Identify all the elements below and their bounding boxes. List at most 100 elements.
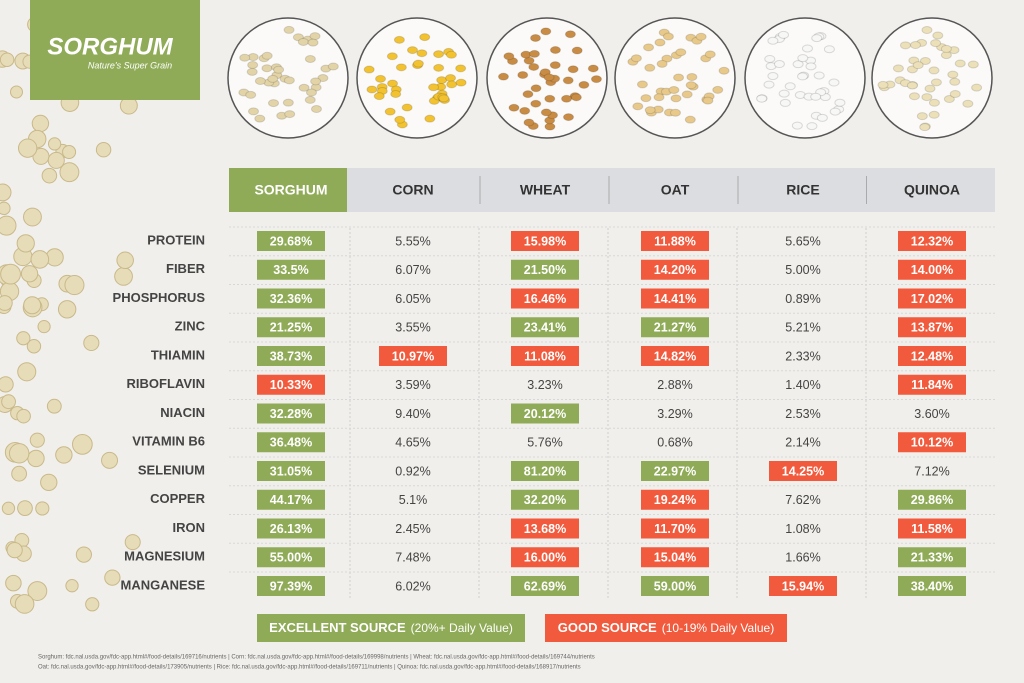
grain bbox=[46, 398, 62, 414]
cell-value: 5.00% bbox=[785, 263, 820, 277]
grain-kernel bbox=[390, 90, 402, 99]
grain-kernel bbox=[928, 110, 940, 119]
cell-value: 0.89% bbox=[785, 292, 820, 306]
cell-highlight bbox=[641, 576, 709, 596]
cell-highlight bbox=[898, 576, 966, 596]
grain bbox=[0, 215, 17, 236]
cell-highlight bbox=[511, 288, 579, 309]
grain bbox=[20, 265, 39, 283]
grain-kernel bbox=[797, 72, 809, 81]
grain-kernel bbox=[455, 78, 467, 87]
logo-tagline: Nature's Super Grain bbox=[88, 60, 172, 70]
grain-kernel bbox=[563, 113, 575, 122]
grain-kernel bbox=[949, 77, 961, 86]
cell-value: 81.20% bbox=[524, 464, 566, 478]
grain-kernel bbox=[261, 51, 273, 60]
cell-highlight bbox=[641, 461, 709, 481]
legend-swatch bbox=[257, 614, 525, 642]
grain-kernel bbox=[718, 66, 730, 75]
grain-kernel bbox=[644, 106, 656, 115]
grain-kernel bbox=[578, 80, 590, 89]
grain-kernel bbox=[433, 50, 445, 59]
grain-kernel bbox=[823, 45, 835, 54]
grain bbox=[5, 574, 22, 592]
grain-kernel bbox=[670, 94, 682, 103]
grain-kernel bbox=[928, 98, 940, 107]
grain bbox=[27, 581, 48, 601]
grain bbox=[8, 443, 30, 464]
cell-highlight bbox=[898, 346, 966, 366]
header-highlight bbox=[229, 168, 347, 212]
grain-kernel bbox=[543, 73, 555, 82]
grain bbox=[9, 85, 23, 99]
cell-value: 2.53% bbox=[785, 407, 820, 421]
cell-highlight bbox=[769, 461, 837, 481]
grain-kernel bbox=[928, 66, 940, 75]
cell-value: 20.12% bbox=[524, 407, 566, 421]
grain bbox=[30, 250, 50, 269]
grain bbox=[31, 114, 50, 133]
cell-value: 11.58% bbox=[911, 522, 953, 536]
cell-value: 19.24% bbox=[654, 493, 696, 507]
legend-label: GOOD SOURCE bbox=[558, 620, 657, 635]
grain-kernel bbox=[669, 108, 681, 117]
cell-value: 11.84% bbox=[911, 378, 953, 392]
row-label: MAGNESIUM bbox=[124, 549, 205, 564]
row-label: SELENIUM bbox=[138, 462, 205, 477]
grain-kernel bbox=[363, 65, 375, 74]
grain bbox=[59, 162, 80, 183]
cell-value: 10.12% bbox=[911, 436, 953, 450]
grain-kernel bbox=[416, 49, 428, 58]
grain-kernel bbox=[297, 37, 309, 46]
grain bbox=[95, 141, 112, 158]
grain-kernel bbox=[571, 46, 583, 55]
grain-kernel bbox=[428, 83, 440, 92]
cell-value: 29.86% bbox=[911, 493, 953, 507]
grain-kernel bbox=[309, 32, 321, 41]
cell-value: 2.33% bbox=[785, 349, 820, 363]
grain-kernel bbox=[916, 112, 928, 121]
cell-value: 15.04% bbox=[654, 551, 696, 565]
grain-kernel bbox=[791, 121, 803, 130]
cell-highlight bbox=[898, 317, 966, 338]
grain-kernel bbox=[892, 64, 904, 73]
grain bbox=[0, 201, 11, 216]
legend-item: GOOD SOURCE (10-19% Daily Value) bbox=[558, 620, 774, 635]
source-note: Oat: fdc.nal.usda.gov/fdc-app.html#/food… bbox=[38, 665, 581, 671]
cell-value: 21.25% bbox=[270, 321, 312, 335]
grain-kernel bbox=[528, 49, 540, 58]
cell-highlight bbox=[641, 489, 709, 510]
grain bbox=[47, 151, 65, 169]
grain-kernel bbox=[519, 106, 531, 115]
cell-highlight bbox=[257, 547, 325, 568]
grain-kernel bbox=[438, 94, 450, 103]
cell-value: 10.97% bbox=[392, 349, 434, 363]
cell-highlight bbox=[898, 489, 966, 510]
grain-kernel bbox=[704, 50, 716, 59]
grain-kernel bbox=[779, 98, 791, 107]
grain-kernel bbox=[375, 74, 387, 83]
grain bbox=[0, 263, 21, 285]
grain-kernel bbox=[310, 105, 322, 114]
grain-kernel bbox=[401, 103, 413, 112]
cell-value: 11.88% bbox=[654, 234, 696, 248]
grain bbox=[16, 408, 31, 424]
cell-highlight bbox=[769, 576, 837, 596]
grain-kernel bbox=[406, 46, 418, 55]
grain-kernel bbox=[643, 43, 655, 52]
grain bbox=[55, 446, 73, 464]
cell-value: 5.1% bbox=[399, 493, 428, 507]
grain-kernel bbox=[508, 103, 520, 112]
grain-kernel bbox=[813, 71, 825, 80]
header-band bbox=[347, 168, 995, 212]
grain-kernel bbox=[912, 61, 924, 70]
grain bbox=[62, 144, 77, 160]
cell-value: 31.05% bbox=[270, 464, 312, 478]
grain-kernel bbox=[906, 81, 918, 90]
cell-value: 6.05% bbox=[395, 292, 430, 306]
grain-kernel bbox=[497, 72, 509, 81]
grain bbox=[27, 449, 45, 468]
row-label: ZINC bbox=[175, 319, 206, 334]
grain bbox=[124, 534, 141, 551]
